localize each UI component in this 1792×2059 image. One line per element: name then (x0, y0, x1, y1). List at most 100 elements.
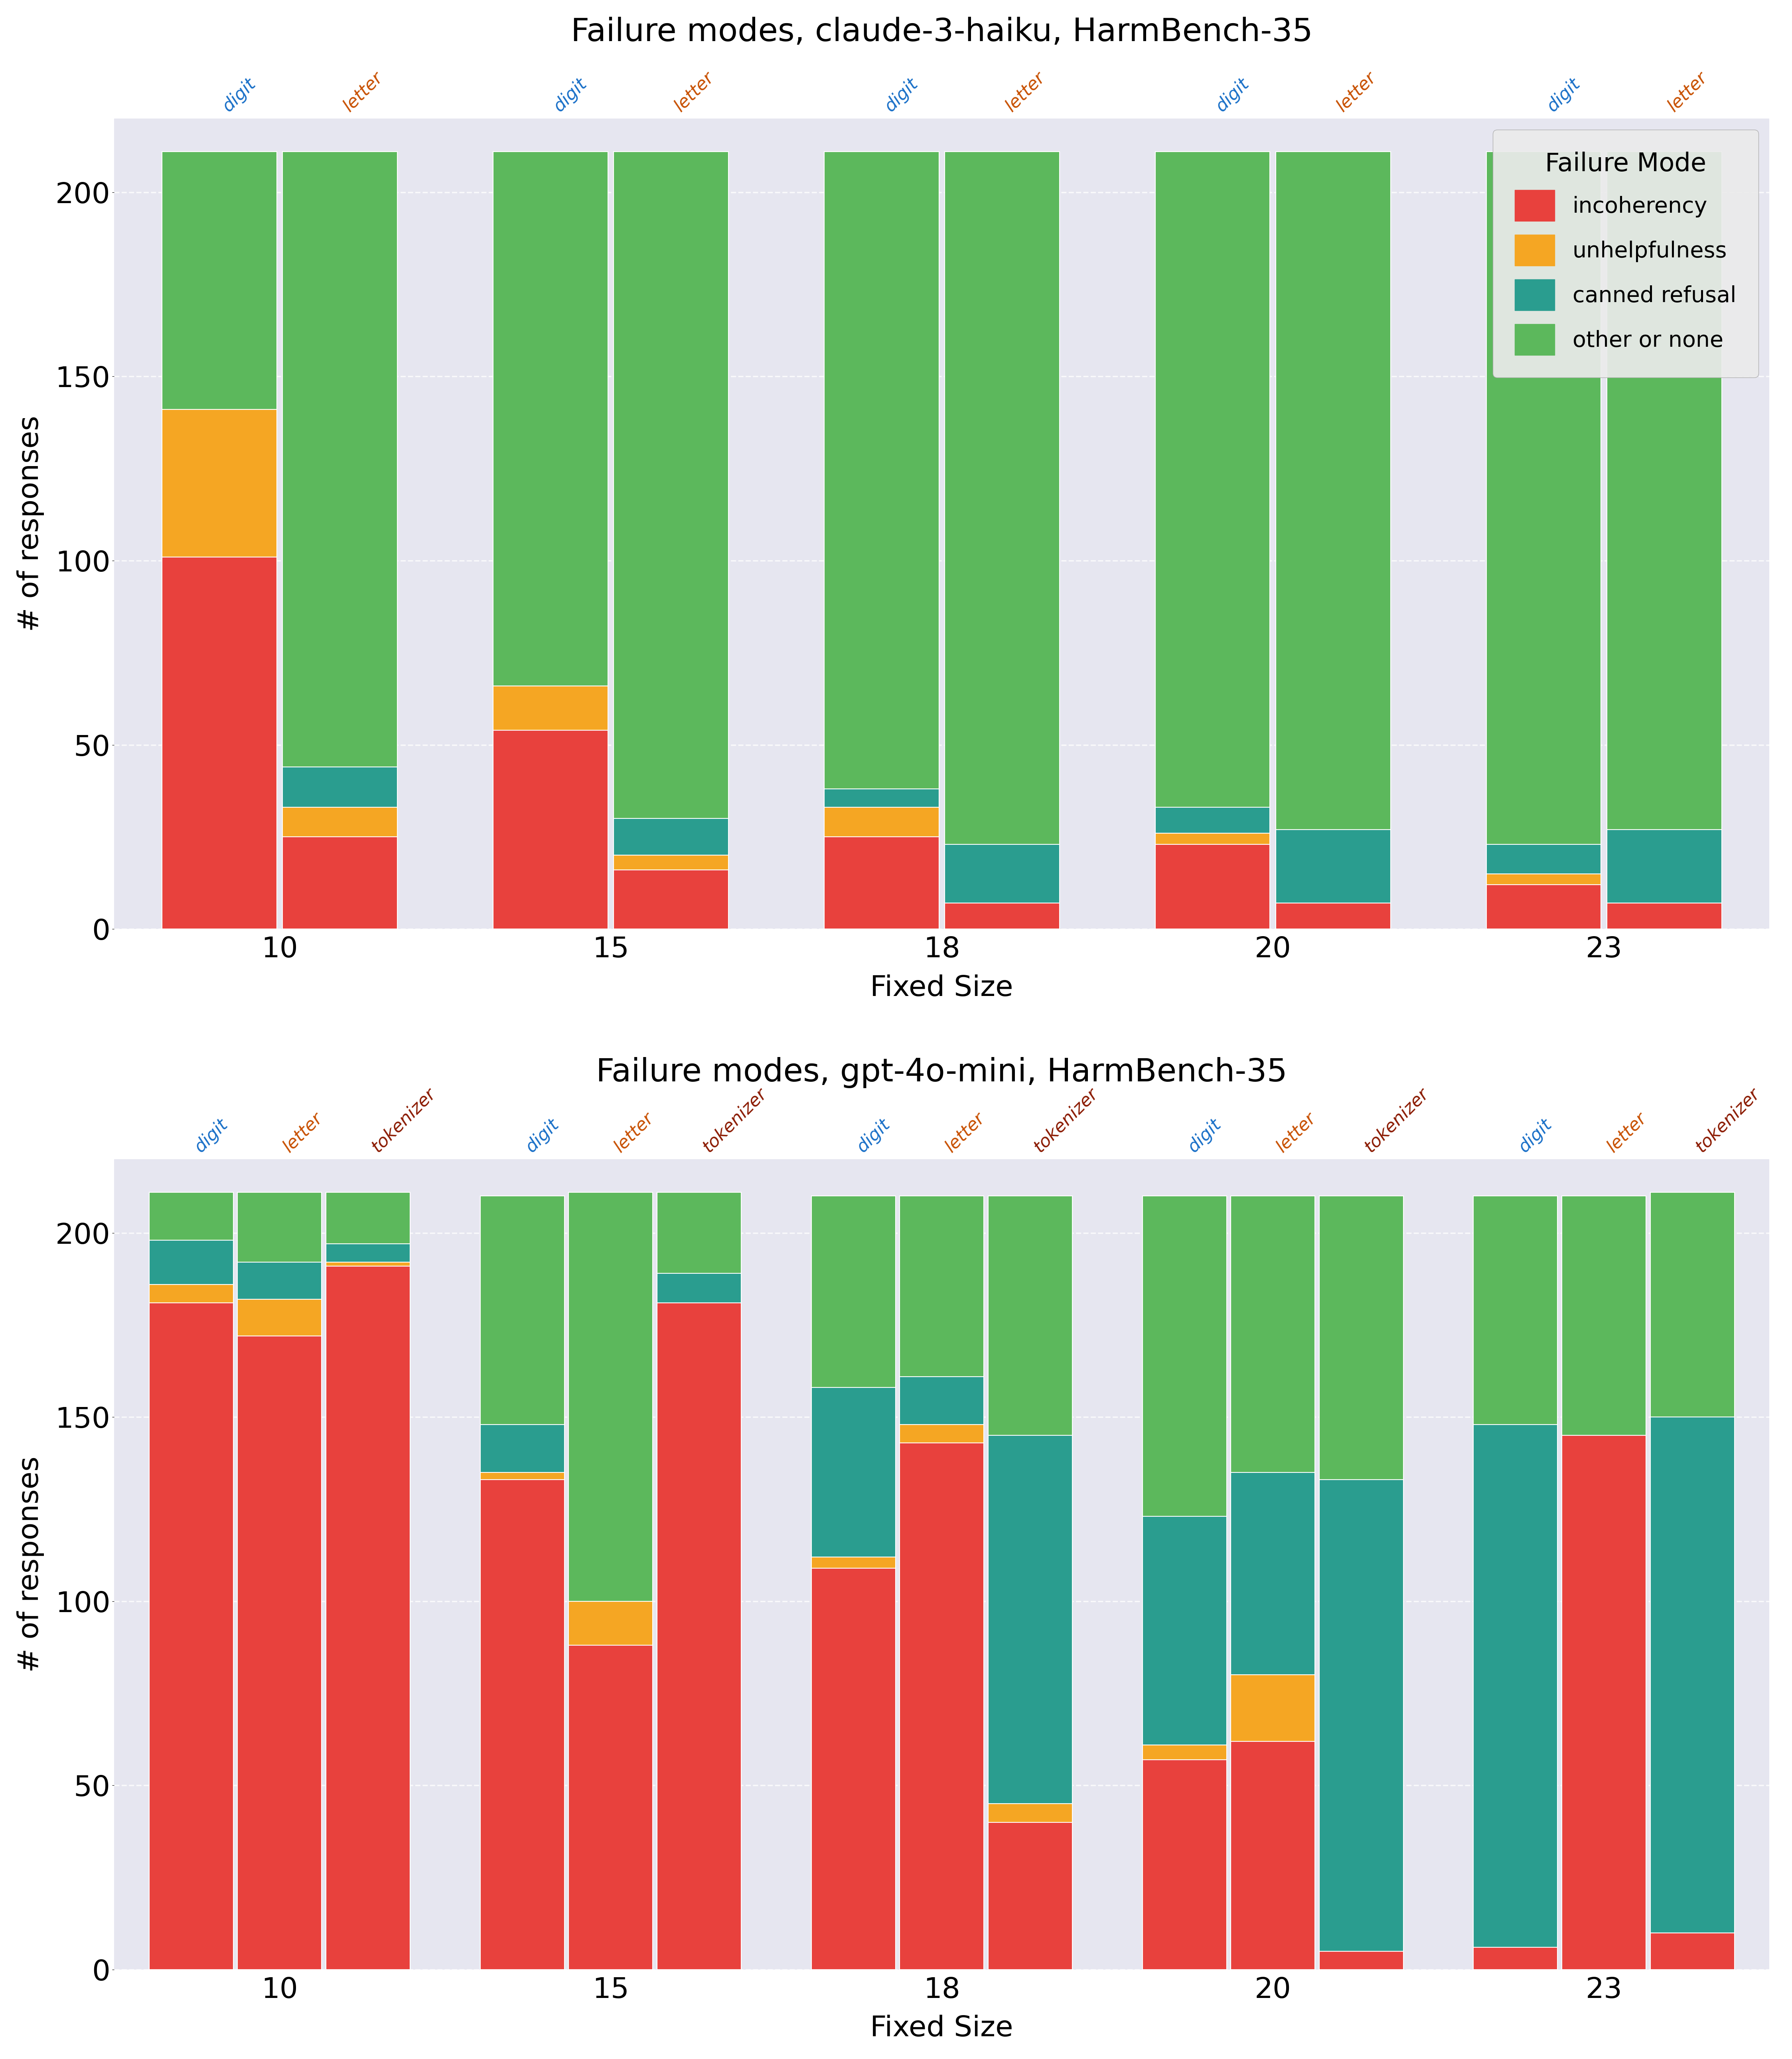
Bar (1473, 1948, 1557, 1970)
Bar (238, 1336, 323, 1970)
X-axis label: Fixed Size: Fixed Size (871, 2016, 1012, 2043)
Bar (1486, 885, 1600, 929)
Bar (812, 1557, 896, 1569)
Y-axis label: # of responses: # of responses (16, 1456, 45, 1672)
Legend: incoherency, unhelpfulness, canned refusal, other or none: incoherency, unhelpfulness, canned refus… (1493, 130, 1758, 377)
Bar (613, 871, 728, 929)
Bar (493, 686, 607, 731)
Bar (238, 1192, 323, 1262)
Text: digit: digit (1543, 74, 1584, 115)
Bar (987, 1196, 1072, 1435)
Text: letter: letter (1665, 68, 1710, 115)
Bar (283, 836, 398, 929)
Bar (987, 1822, 1072, 1970)
Text: tokenizer: tokenizer (699, 1085, 771, 1155)
Bar (812, 1196, 896, 1388)
Bar (1231, 1674, 1315, 1742)
Text: letter: letter (280, 1110, 326, 1155)
Bar (824, 807, 939, 836)
Bar (613, 819, 728, 854)
Bar (283, 152, 398, 766)
Bar (1319, 1952, 1403, 1970)
Bar (1231, 1196, 1315, 1472)
Bar (149, 1303, 233, 1970)
Bar (480, 1480, 564, 1970)
Bar (326, 1262, 410, 1266)
Text: tokenizer: tokenizer (367, 1085, 439, 1155)
Y-axis label: # of responses: # of responses (16, 416, 45, 632)
Bar (1142, 1517, 1226, 1744)
Bar (658, 1272, 742, 1303)
Bar (149, 1285, 233, 1303)
Bar (944, 152, 1059, 844)
Text: letter: letter (943, 1110, 987, 1155)
Bar (824, 152, 939, 789)
Bar (1319, 1196, 1403, 1480)
Bar (900, 1377, 984, 1425)
Bar (1486, 152, 1600, 844)
Bar (658, 1303, 742, 1970)
Text: letter: letter (670, 68, 717, 115)
Bar (161, 410, 276, 556)
Bar (824, 789, 939, 807)
Text: digit: digit (853, 1116, 894, 1155)
Title: Failure modes, claude-3-haiku, HarmBench-35: Failure modes, claude-3-haiku, HarmBench… (572, 16, 1314, 47)
Bar (326, 1266, 410, 1970)
Bar (812, 1569, 896, 1970)
Bar (1473, 1425, 1557, 1948)
Bar (900, 1196, 984, 1377)
Text: letter: letter (611, 1110, 658, 1155)
Bar (824, 836, 939, 929)
Bar (480, 1425, 564, 1472)
Bar (1142, 1744, 1226, 1760)
Bar (1156, 834, 1271, 844)
Bar (238, 1262, 323, 1299)
Text: letter: letter (1604, 1110, 1650, 1155)
Bar (987, 1804, 1072, 1822)
Text: digit: digit (219, 74, 260, 115)
Bar (326, 1244, 410, 1262)
Bar (1486, 873, 1600, 885)
Bar (1231, 1742, 1315, 1970)
Bar (1607, 830, 1722, 904)
Bar (987, 1435, 1072, 1804)
Bar (658, 1192, 742, 1272)
Bar (149, 1192, 233, 1240)
Text: digit: digit (1213, 74, 1253, 115)
Text: tokenizer: tokenizer (1362, 1085, 1432, 1155)
Bar (1607, 152, 1722, 830)
Bar (283, 807, 398, 836)
Text: digit: digit (521, 1116, 563, 1155)
Text: tokenizer: tokenizer (1030, 1085, 1100, 1155)
Bar (1276, 904, 1391, 929)
Bar (568, 1192, 652, 1602)
X-axis label: Fixed Size: Fixed Size (871, 974, 1012, 1003)
Bar (1650, 1417, 1735, 1933)
Text: digit: digit (192, 1116, 231, 1155)
Bar (613, 152, 728, 819)
Bar (1650, 1933, 1735, 1970)
Bar (1650, 1192, 1735, 1417)
Text: digit: digit (1185, 1116, 1224, 1155)
Bar (1607, 904, 1722, 929)
Text: digit: digit (882, 74, 921, 115)
Bar (1276, 152, 1391, 830)
Bar (1563, 1435, 1647, 1970)
Bar (568, 1602, 652, 1645)
Text: letter: letter (1002, 68, 1048, 115)
Bar (1319, 1480, 1403, 1952)
Bar (1142, 1760, 1226, 1970)
Bar (161, 556, 276, 929)
Text: digit: digit (1516, 1116, 1555, 1155)
Text: digit: digit (550, 74, 590, 115)
Bar (238, 1299, 323, 1336)
Bar (812, 1388, 896, 1557)
Bar (480, 1472, 564, 1480)
Bar (326, 1192, 410, 1244)
Bar (493, 731, 607, 929)
Text: letter: letter (1333, 68, 1380, 115)
Text: letter: letter (340, 68, 385, 115)
Bar (1563, 1196, 1647, 1435)
Bar (944, 844, 1059, 904)
Bar (480, 1196, 564, 1425)
